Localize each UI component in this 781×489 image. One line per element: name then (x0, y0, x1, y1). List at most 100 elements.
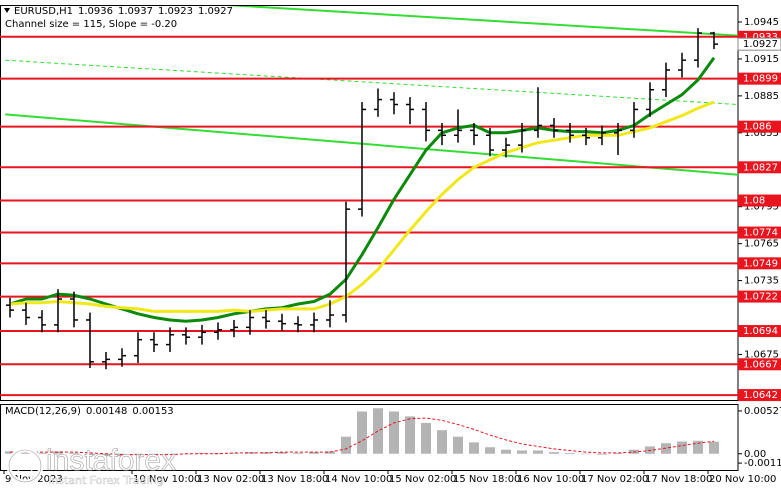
macd-bar (405, 416, 415, 454)
level-label: 1.08 (743, 196, 765, 207)
macd-bar (709, 441, 719, 454)
level-label: 1.0899 (743, 74, 778, 85)
macd-bar (437, 430, 447, 454)
macd-bar (661, 443, 671, 454)
macd-bar (597, 453, 607, 455)
macd-bar (693, 440, 703, 454)
x-tick-label: 17 Nov 02:00 (581, 474, 648, 485)
level-label-box (738, 72, 781, 85)
macd-bar (469, 442, 479, 454)
macd-bar (85, 453, 95, 456)
macd-bar (533, 450, 543, 454)
level-label-box (738, 325, 781, 338)
y-tick-label: 1.0945 (744, 17, 779, 28)
logo-ring-edge (8, 449, 42, 483)
macd-bar (341, 436, 351, 454)
macd-bar (453, 436, 463, 454)
level-label: 1.0933 (743, 32, 778, 43)
macd-bar (389, 411, 399, 454)
macd-bar (581, 453, 591, 455)
y-tick-label: 1.0735 (744, 276, 779, 287)
last-price-box (737, 37, 781, 51)
channel-annotation: Channel size = 115, Slope = -0.20 (5, 19, 177, 30)
macd-bar (501, 449, 511, 454)
x-tick-label: 13 Nov 18:00 (261, 474, 328, 485)
macd-bar (373, 408, 383, 454)
macd-bar (309, 452, 319, 454)
y-tick-label: 1.0675 (744, 349, 779, 360)
macd-bar (133, 453, 143, 455)
symbol: EURUSD,H1 (14, 6, 73, 17)
macd-bar (101, 453, 111, 457)
logo-mark (15, 454, 35, 472)
macd-bar (485, 447, 495, 454)
ohlc-open: 1.0936 (78, 6, 113, 17)
macd-header: MACD(12,26,9) 0.00148 0.00153 (5, 406, 174, 417)
macd-bar (613, 452, 623, 454)
macd-bar (213, 452, 223, 454)
ohlc-close: 1.0927 (198, 6, 233, 17)
x-tick-label: 17 Nov 18:00 (645, 474, 712, 485)
x-tick-label: 14 Nov 10:00 (325, 474, 392, 485)
macd-signal (10, 417, 715, 456)
macd-value: 0.00148 (86, 406, 127, 417)
y-tick-label: 0.00527 (744, 406, 781, 417)
level-label: 1.086 (743, 122, 772, 133)
moving-average (9, 56, 716, 323)
macd-plot (5, 408, 719, 457)
trendline (5, 113, 738, 176)
macd-bar (421, 422, 431, 454)
level-label: 1.0749 (743, 258, 778, 269)
macd-panel-frame (0, 404, 739, 471)
x-tick-label: 13 Nov 02:00 (197, 474, 264, 485)
macd-bar (549, 452, 559, 454)
level-label: 1.0827 (743, 162, 778, 173)
macd-bar (293, 452, 303, 454)
level-label-box (738, 389, 781, 402)
y-tick-label: 1.0765 (744, 239, 779, 250)
level-label: 1.0774 (743, 228, 778, 239)
y-tick-label: 1.0855 (744, 128, 779, 139)
x-tick-label: 10 Nov 10:00 (133, 474, 200, 485)
moving-average (9, 100, 715, 313)
macd-title: MACD(12,26,9) (5, 406, 81, 417)
macd-bar (165, 453, 175, 455)
y-tick-label: 1.0885 (744, 91, 779, 102)
macd-bar (21, 452, 31, 454)
y-tick-label: 0.00 (744, 449, 766, 460)
x-tick-label: 15 Nov 18:00 (453, 474, 520, 485)
last-price-label: 1.0927 (743, 39, 778, 50)
trendline (5, 59, 738, 105)
brand-name: instaforex (46, 444, 176, 477)
macd-bar (565, 452, 575, 454)
macd-bar (37, 452, 47, 454)
level-label: 1.0667 (743, 359, 778, 370)
macd-bar (229, 452, 239, 454)
macd-bar (677, 441, 687, 454)
chart-header: EURUSD,H1 1.0936 1.0937 1.0923 1.0927 (14, 6, 233, 17)
level-label-box (738, 290, 781, 303)
x-tick-label: 20 Nov 10:00 (709, 474, 776, 485)
level-label-box (738, 194, 781, 207)
level-label-box (738, 358, 781, 371)
y-tick-label: 1.0795 (744, 202, 779, 213)
ohlc-high: 1.0937 (118, 6, 153, 17)
watermark: instaforex Instant Forex Trading (6, 444, 176, 487)
ohlc-low: 1.0923 (158, 6, 193, 17)
macd-bar (357, 411, 367, 454)
macd-bar (277, 452, 287, 454)
level-label: 1.0694 (743, 326, 778, 337)
x-tick-label: 15 Nov 02:00 (389, 474, 456, 485)
x-tick-label: 16 Nov 10:00 (517, 474, 584, 485)
brand-tagline: Instant Forex Trading (48, 474, 164, 487)
level-label: 1.0642 (743, 390, 778, 401)
y-tick-label: -0.00115 (744, 458, 781, 469)
macd-bar (517, 450, 527, 454)
level-label-box (738, 161, 781, 174)
price-plot (0, 6, 738, 397)
macd-bar (149, 453, 159, 455)
macd-bar (69, 452, 79, 454)
